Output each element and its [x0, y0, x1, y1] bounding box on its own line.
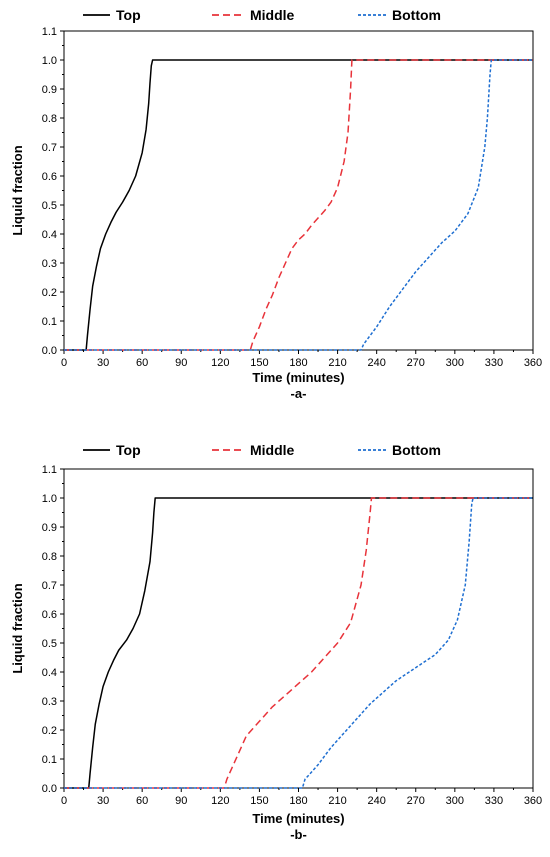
x-axis-title: Time (minutes): [252, 811, 344, 826]
x-tick-label: 30: [97, 357, 109, 369]
plot-frame: [63, 30, 534, 351]
x-tick-label: 270: [407, 795, 425, 807]
x-tick-label: 360: [524, 795, 542, 807]
y-tick-label: 0.7: [42, 580, 57, 592]
x-tick-label: 360: [524, 357, 542, 369]
chart-caption: -b-: [290, 827, 307, 842]
x-tick-label: 120: [211, 795, 229, 807]
x-tick-label: 0: [61, 357, 67, 369]
series-line-bottom: [64, 497, 533, 789]
x-tick-label: 90: [175, 357, 187, 369]
y-tick-label: 0.6: [42, 609, 57, 621]
y-tick-label: 0.8: [42, 113, 57, 125]
y-tick-label: 0.1: [42, 316, 57, 328]
x-tick-label: 150: [250, 795, 268, 807]
plot-frame: [63, 468, 534, 789]
chart-b: 0 30 60 90 120 150 180 210 240 270 300 330 360 0.0 0.1…: [10, 442, 542, 842]
y-tick-label: 0.5: [42, 638, 57, 650]
x-tick-label: 270: [407, 357, 425, 369]
y-tick-label: 1.0: [42, 55, 57, 67]
x-tick-label: 180: [289, 357, 307, 369]
x-tick-label: 180: [289, 795, 307, 807]
x-tick-label: 60: [136, 357, 148, 369]
y-axis-title: Liquid fraction: [10, 583, 25, 673]
x-tick-label: 120: [211, 357, 229, 369]
legend-label-middle: Middle: [250, 7, 295, 23]
x-tick-label: 210: [328, 795, 346, 807]
x-tick-label: 330: [485, 795, 503, 807]
series-line-bottom: [64, 59, 533, 351]
x-tick-label: 240: [367, 357, 385, 369]
y-tick-label: 0.8: [42, 551, 57, 563]
x-tick-label: 90: [175, 795, 187, 807]
y-tick-label: 0.9: [42, 84, 57, 96]
legend-label-middle: Middle: [250, 442, 295, 458]
y-tick-label: 0.0: [42, 783, 57, 795]
x-axis-title: Time (minutes): [252, 370, 344, 385]
series-line-middle: [64, 59, 533, 351]
y-tick-label: 0.5: [42, 200, 57, 212]
legend-label-bottom: Bottom: [392, 7, 441, 23]
x-tick-label: 330: [485, 357, 503, 369]
x-tick-label: 60: [136, 795, 148, 807]
y-tick-label: 0.4: [42, 667, 57, 679]
x-tick-label: 300: [446, 795, 464, 807]
y-tick-label: 1.0: [42, 493, 57, 505]
y-tick-label: 0.2: [42, 725, 57, 737]
y-tick-label: 0.0: [42, 345, 57, 357]
y-tick-label: 1.1: [42, 26, 57, 38]
series-line-top: [64, 497, 533, 789]
chart-caption: -a-: [291, 386, 307, 401]
y-tick-label: 0.3: [42, 696, 57, 708]
legend-label-top: Top: [116, 7, 141, 23]
y-tick-label: 1.1: [42, 464, 57, 476]
y-axis-title: Liquid fraction: [10, 145, 25, 235]
series-line-middle: [64, 497, 533, 789]
y-tick-label: 0.7: [42, 142, 57, 154]
x-tick-label: 240: [367, 795, 385, 807]
y-tick-label: 0.1: [42, 754, 57, 766]
legend-label-top: Top: [116, 442, 141, 458]
x-tick-label: 210: [328, 357, 346, 369]
y-tick-label: 0.6: [42, 171, 57, 183]
x-tick-label: 300: [446, 357, 464, 369]
y-tick-label: 0.2: [42, 287, 57, 299]
chart-a: 0 30 60 90 120 150 180 210 240 270 300 330 360 0.0 0.1…: [10, 7, 542, 401]
x-tick-label: 0: [61, 795, 67, 807]
y-tick-label: 0.3: [42, 258, 57, 270]
y-tick-label: 0.4: [42, 229, 57, 241]
series-line-top: [64, 59, 533, 351]
x-tick-label: 30: [97, 795, 109, 807]
x-tick-label: 150: [250, 357, 268, 369]
y-tick-label: 0.9: [42, 522, 57, 534]
legend-label-bottom: Bottom: [392, 442, 441, 458]
